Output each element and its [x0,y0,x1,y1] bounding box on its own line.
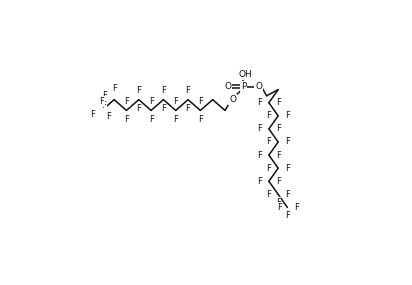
Text: P: P [241,82,246,91]
Text: F: F [99,97,104,106]
Text: F: F [276,98,281,107]
Text: F: F [277,203,282,212]
Text: F: F [285,137,290,146]
Text: F: F [267,164,272,173]
Text: F: F [124,115,129,124]
Text: F: F [257,150,262,160]
Text: F: F [173,115,178,124]
Text: F: F [276,177,281,186]
Text: F: F [136,104,141,113]
Text: F: F [257,177,262,186]
Text: F: F [186,86,190,95]
Text: F: F [101,101,106,110]
Text: F: F [267,190,272,199]
Text: F: F [112,84,117,93]
Text: F: F [276,198,281,207]
Text: F: F [198,97,203,106]
Text: F: F [173,97,178,106]
Text: OH: OH [238,70,252,79]
Text: F: F [149,115,154,124]
Text: F: F [103,91,108,100]
Text: F: F [285,190,290,199]
Text: F: F [257,125,262,133]
Text: F: F [276,150,281,160]
Text: F: F [267,111,272,120]
Text: O: O [255,82,262,91]
Text: F: F [267,137,272,146]
Text: F: F [124,97,129,106]
Text: O: O [229,95,236,104]
Text: F: F [294,203,299,212]
Text: F: F [285,111,290,120]
Text: O: O [225,82,232,91]
Text: F: F [285,164,290,173]
Text: F: F [161,104,166,113]
Text: F: F [136,86,141,95]
Text: F: F [161,86,166,95]
Text: F: F [186,104,190,113]
Text: F: F [198,115,203,124]
Text: F: F [106,112,111,121]
Text: F: F [149,97,154,106]
Text: F: F [90,110,95,119]
Text: F: F [285,211,290,220]
Text: F: F [276,125,281,133]
Text: F: F [257,98,262,107]
